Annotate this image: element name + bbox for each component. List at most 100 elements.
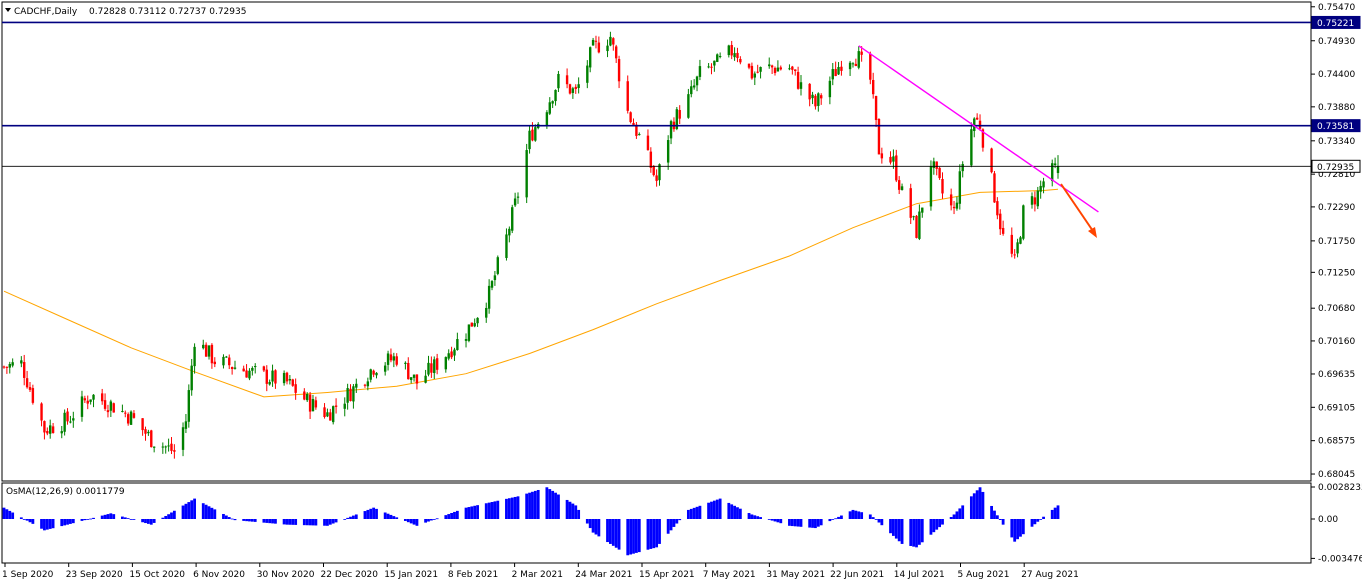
osma-bar — [383, 512, 387, 519]
candle-body — [124, 412, 127, 414]
osma-bar — [773, 519, 777, 522]
candle — [975, 113, 979, 121]
candle-body — [1036, 190, 1039, 207]
candle — [508, 226, 511, 243]
candle — [646, 129, 650, 151]
candle-body — [811, 94, 814, 99]
candle — [929, 160, 933, 211]
osma-bar — [201, 503, 205, 519]
candle-body — [424, 375, 427, 383]
osma-bar — [288, 519, 292, 525]
descending-trendline — [858, 45, 1099, 213]
date-tick-label: 27 Aug 2021 — [1021, 570, 1079, 580]
osma-bar — [528, 492, 531, 519]
osma-bar — [978, 487, 982, 519]
osma-bar — [328, 519, 332, 525]
osma-bar — [536, 489, 540, 519]
candle-body — [467, 324, 471, 341]
osma-bar — [678, 519, 682, 521]
candle-body — [404, 362, 407, 364]
osma-label: OsMA(12,26,9) 0.0011779 — [6, 487, 125, 497]
osma-bar — [120, 516, 124, 519]
candle — [343, 397, 346, 417]
osma-bar — [816, 519, 820, 527]
candle-body — [649, 151, 653, 168]
candle-body — [66, 411, 69, 422]
candle — [1051, 159, 1054, 187]
candle — [476, 317, 479, 327]
osma-bar — [1030, 519, 1034, 527]
price-tick-label: 0.69635 — [1318, 370, 1355, 380]
price-tick-label: 0.68045 — [1318, 470, 1355, 480]
candle — [759, 66, 762, 79]
candle — [245, 364, 248, 378]
candle-body — [346, 388, 349, 403]
candle — [427, 355, 430, 377]
price-tick-label: 0.70680 — [1318, 304, 1355, 314]
candle-body — [678, 109, 681, 119]
candle-body — [106, 410, 110, 413]
osma-bar — [1019, 519, 1022, 537]
osma-bar — [60, 519, 64, 527]
candle-body — [355, 383, 358, 388]
candle-body — [242, 368, 245, 372]
candle — [990, 147, 993, 174]
candle — [268, 379, 271, 386]
candle — [112, 402, 115, 413]
osma-tick-label: 0.00 — [1318, 515, 1338, 525]
candle — [505, 228, 508, 261]
osma-bar — [346, 517, 350, 519]
osma-bar — [617, 519, 621, 550]
candle — [1019, 235, 1022, 245]
candle — [190, 358, 193, 396]
candle — [534, 124, 537, 142]
candle — [808, 83, 811, 107]
candle — [935, 161, 938, 176]
candle-body — [698, 66, 702, 77]
osma-bar — [331, 519, 335, 524]
price-tick-label: 0.73880 — [1318, 103, 1355, 113]
price-tick-label: 0.73340 — [1318, 137, 1355, 147]
osma-bar — [646, 519, 650, 550]
osma-bar — [637, 519, 641, 553]
candle — [675, 107, 679, 131]
osma-bar — [429, 519, 433, 521]
candle-body — [759, 66, 762, 72]
osma-bar — [695, 506, 699, 519]
candle-body — [447, 353, 450, 359]
candle — [412, 374, 416, 382]
candle-body — [1033, 197, 1037, 205]
symbol-dropdown-icon[interactable] — [5, 8, 11, 12]
osma-bar — [892, 519, 895, 536]
osma-bar — [369, 508, 373, 519]
osma-bar — [375, 508, 378, 519]
candle-body — [779, 67, 782, 70]
candle-body — [230, 367, 234, 370]
candle — [51, 422, 55, 434]
candle — [921, 207, 924, 218]
candle-body — [1019, 237, 1022, 244]
candle — [1010, 227, 1013, 258]
osma-bar — [767, 519, 771, 520]
candle-body — [83, 398, 87, 401]
osma-bar — [819, 519, 823, 526]
candle — [204, 342, 208, 357]
osma-bar — [334, 519, 338, 523]
candle — [617, 55, 621, 89]
candle-body — [799, 82, 803, 89]
price-panel-frame — [1, 1, 1312, 482]
osma-bar — [834, 518, 838, 520]
osma-bar — [19, 517, 23, 519]
osma-bar — [366, 509, 370, 519]
candle-body — [632, 122, 635, 127]
candle-body — [254, 366, 257, 368]
candle-body — [103, 400, 107, 409]
osma-bar — [245, 519, 248, 522]
osma-bar — [386, 513, 390, 519]
candle — [164, 445, 167, 454]
osma-bar — [995, 515, 999, 519]
candle — [207, 345, 211, 360]
osma-bar — [63, 519, 67, 526]
candle-body — [669, 121, 673, 139]
